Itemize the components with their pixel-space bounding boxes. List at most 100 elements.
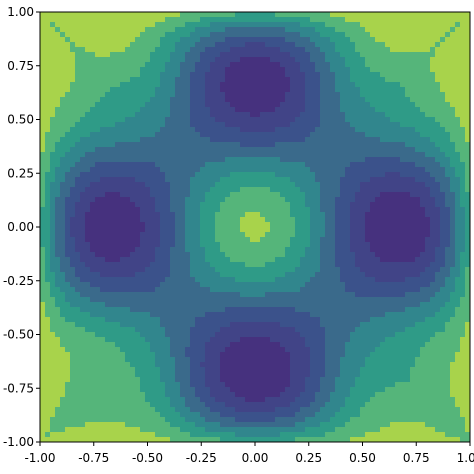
contour-cell [365, 147, 371, 153]
contour-cell [325, 137, 331, 143]
contour-cell [245, 37, 251, 43]
contour-cell [100, 17, 106, 23]
contour-cell [170, 57, 176, 63]
contour-cell [170, 137, 176, 143]
contour-cell [45, 22, 51, 28]
contour-cell [410, 297, 416, 303]
contour-cell [205, 242, 211, 248]
contour-cell [265, 297, 271, 303]
contour-cell [445, 152, 451, 158]
contour-cell [345, 37, 351, 43]
contour-cell [110, 267, 116, 273]
contour-cell [270, 277, 276, 283]
contour-cell [330, 122, 336, 128]
contour-cell [365, 122, 371, 128]
contour-cell [185, 262, 191, 268]
contour-cell [270, 257, 276, 263]
contour-cell [460, 92, 466, 98]
contour-cell [265, 152, 271, 158]
contour-cell [465, 127, 470, 133]
contour-cell [350, 252, 356, 258]
contour-cell [420, 202, 426, 208]
contour-cell [275, 217, 281, 223]
contour-cell [355, 157, 361, 163]
contour-cell [370, 162, 376, 168]
contour-cell [240, 27, 246, 33]
contour-cell [80, 212, 86, 218]
contour-cell [350, 172, 356, 178]
contour-cell [430, 282, 436, 288]
contour-cell [75, 242, 81, 248]
contour-cell [190, 77, 196, 83]
contour-cell [305, 57, 311, 63]
contour-cell [300, 237, 306, 243]
contour-cell [80, 142, 86, 148]
contour-cell [240, 177, 246, 183]
contour-cell [45, 132, 51, 138]
contour-cell [245, 187, 251, 193]
contour-cell [270, 12, 276, 18]
contour-cell [135, 212, 141, 218]
contour-cell [375, 52, 381, 58]
contour-cell [350, 202, 356, 208]
contour-cell [140, 62, 146, 68]
contour-cell [435, 37, 441, 43]
contour-cell [105, 262, 111, 268]
contour-cell [120, 92, 126, 98]
contour-cell [465, 272, 470, 278]
contour-cell [455, 127, 461, 133]
contour-cell [160, 117, 166, 123]
contour-cell [140, 42, 146, 48]
contour-cell [465, 277, 470, 283]
contour-cell [315, 267, 321, 273]
contour-cell [150, 157, 156, 163]
contour-cell [305, 102, 311, 108]
contour-cell [160, 267, 166, 273]
contour-cell [325, 27, 331, 33]
contour-cell [435, 77, 441, 83]
contour-cell [355, 162, 361, 168]
contour-cell [200, 282, 206, 288]
contour-cell [285, 157, 291, 163]
contour-cell [215, 162, 221, 168]
contour-cell [210, 112, 216, 118]
contour-cell [135, 262, 141, 268]
contour-cell [420, 207, 426, 213]
contour-cell [170, 112, 176, 118]
contour-cell [85, 132, 91, 138]
contour-cell [270, 62, 276, 68]
contour-cell [410, 67, 416, 73]
contour-cell [405, 152, 411, 158]
contour-cell [435, 207, 441, 213]
contour-cell [95, 147, 101, 153]
contour-cell [410, 27, 416, 33]
contour-cell [165, 137, 171, 143]
contour-cell [120, 87, 126, 93]
contour-cell [95, 72, 101, 78]
contour-cell [200, 27, 206, 33]
contour-cell [380, 77, 386, 83]
contour-cell [395, 127, 401, 133]
contour-cell [175, 202, 181, 208]
contour-cell [345, 222, 351, 228]
contour-cell [425, 182, 431, 188]
contour-cell [95, 117, 101, 123]
contour-cell [185, 177, 191, 183]
contour-cell [435, 152, 441, 158]
contour-cell [405, 227, 411, 233]
contour-cell [350, 247, 356, 253]
contour-cell [180, 32, 186, 38]
contour-cell [195, 247, 201, 253]
contour-cell [110, 72, 116, 78]
contour-cell [105, 207, 111, 213]
contour-cell [355, 87, 361, 93]
contour-cell [175, 102, 181, 108]
contour-cell [210, 167, 216, 173]
contour-cell [45, 187, 51, 193]
contour-cell [150, 217, 156, 223]
contour-cell [425, 162, 431, 168]
contour-cell [135, 82, 141, 88]
contour-cell [390, 122, 396, 128]
contour-cell [215, 167, 221, 173]
contour-cell [465, 117, 470, 123]
